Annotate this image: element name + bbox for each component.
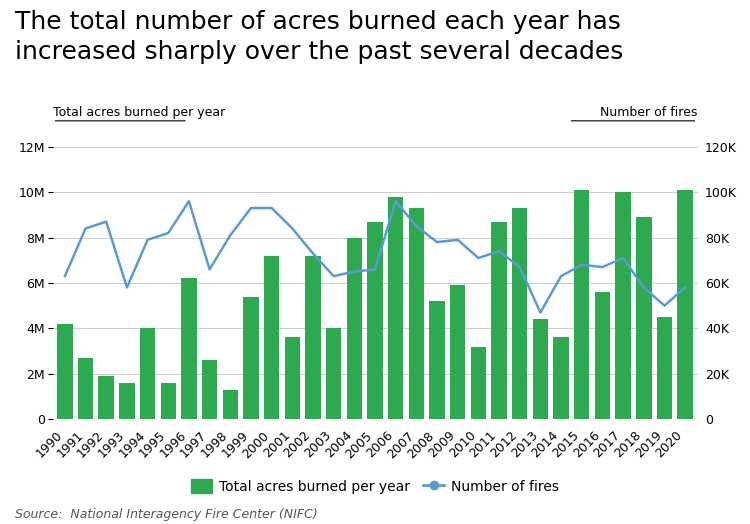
Bar (264, 256, 280, 419)
Bar (305, 256, 321, 419)
Bar (532, 319, 548, 419)
Bar (284, 337, 300, 419)
Bar (368, 222, 382, 419)
Bar (450, 285, 466, 419)
Bar (512, 208, 527, 419)
Bar (554, 337, 568, 419)
Bar (470, 346, 486, 419)
Bar (677, 190, 693, 419)
Bar (140, 329, 155, 419)
Text: Number of fires: Number of fires (600, 106, 698, 119)
Bar (388, 196, 404, 419)
Bar (223, 390, 238, 419)
Bar (57, 324, 73, 419)
Bar (346, 237, 362, 419)
Bar (657, 317, 672, 419)
Bar (409, 208, 424, 419)
Legend: Total acres burned per year, Number of fires: Total acres burned per year, Number of f… (185, 474, 565, 499)
Bar (574, 190, 590, 419)
Bar (160, 383, 176, 419)
Bar (429, 301, 445, 419)
Text: The total number of acres burned each year has
increased sharply over the past s: The total number of acres burned each ye… (15, 10, 623, 64)
Bar (202, 360, 217, 419)
Bar (243, 297, 259, 419)
Bar (119, 383, 135, 419)
Bar (595, 292, 610, 419)
Bar (78, 358, 93, 419)
Bar (491, 222, 507, 419)
Text: Source:  National Interagency Fire Center (NIFC): Source: National Interagency Fire Center… (15, 508, 318, 521)
Bar (615, 192, 631, 419)
Text: Total acres burned per year: Total acres burned per year (53, 106, 225, 119)
Bar (98, 376, 114, 419)
Bar (182, 278, 196, 419)
Bar (326, 329, 341, 419)
Bar (636, 217, 652, 419)
